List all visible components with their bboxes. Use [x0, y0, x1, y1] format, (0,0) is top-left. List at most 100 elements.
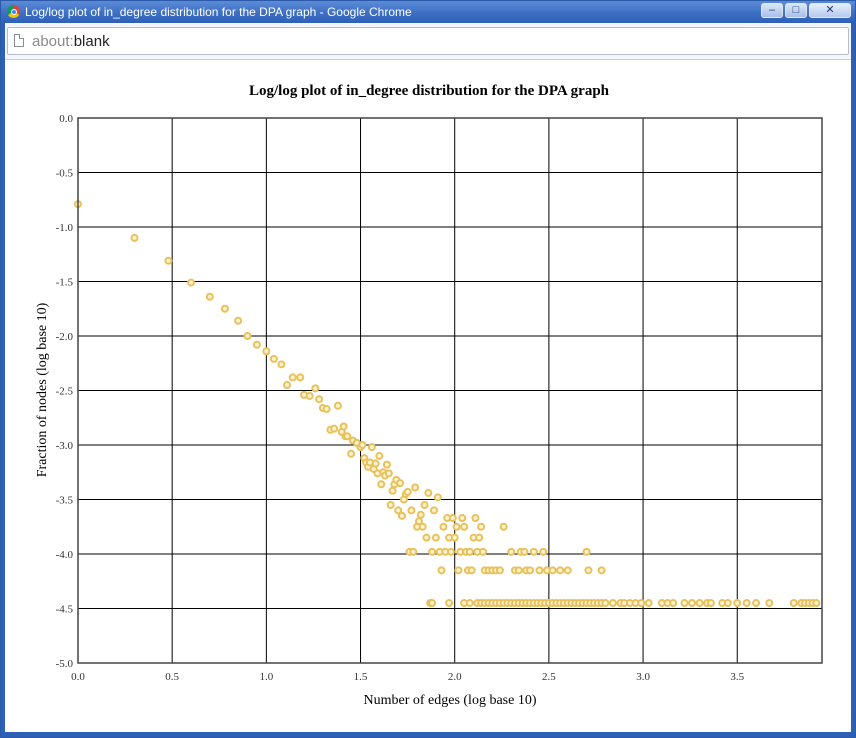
data-point	[367, 443, 376, 452]
data-point	[563, 566, 572, 575]
data-point	[234, 316, 243, 325]
address-bar[interactable]: about:blank	[7, 27, 849, 55]
data-point	[742, 599, 751, 608]
data-point	[706, 599, 715, 608]
data-point	[465, 547, 474, 556]
data-point	[644, 599, 653, 608]
data-point	[262, 347, 271, 356]
page-viewport: Log/log plot of in_degree distribution f…	[5, 60, 851, 732]
data-point	[765, 599, 774, 608]
data-point	[283, 381, 292, 390]
data-point	[311, 384, 320, 393]
data-point	[582, 547, 591, 556]
address-path: blank	[73, 33, 110, 50]
data-point	[377, 480, 386, 489]
y-tick-label: -3.5	[56, 495, 74, 507]
data-point	[526, 566, 535, 575]
x-tick-label: 2.5	[542, 671, 556, 683]
data-point	[450, 533, 459, 542]
x-tick-label: 2.0	[448, 671, 462, 683]
data-point	[478, 547, 487, 556]
data-point	[187, 278, 196, 287]
data-point	[752, 599, 761, 608]
data-point	[433, 493, 442, 502]
data-point	[388, 486, 397, 495]
scatter-chart: Log/log plot of in_degree distribution f…	[35, 83, 823, 708]
y-tick-label: -4.5	[56, 604, 74, 616]
data-point	[428, 547, 437, 556]
data-point	[789, 599, 798, 608]
data-point	[424, 488, 433, 497]
data-point	[384, 469, 393, 478]
y-tick-label: -5.0	[56, 658, 74, 670]
chrome-icon	[7, 5, 20, 18]
x-tick-label: 0.0	[71, 671, 85, 683]
data-point	[507, 547, 516, 556]
browser-toolbar: about:blank	[5, 23, 851, 60]
data-point	[371, 459, 380, 468]
data-point	[429, 506, 438, 515]
data-point	[252, 340, 261, 349]
data-point	[296, 373, 305, 382]
address-scheme: about:	[32, 33, 74, 50]
data-point	[471, 514, 480, 523]
data-point	[695, 599, 704, 608]
data-point	[465, 599, 474, 608]
data-point	[130, 233, 139, 242]
data-point	[347, 449, 356, 458]
data-point	[330, 424, 339, 433]
x-tick-label: 3.5	[730, 671, 744, 683]
window-title: Log/log plot of in_degree distribution f…	[25, 5, 412, 19]
data-point	[394, 506, 403, 515]
maximize-button[interactable]: □	[785, 3, 807, 18]
data-point	[452, 522, 461, 531]
data-point	[431, 533, 440, 542]
data-point	[418, 522, 427, 531]
address-text[interactable]: about:blank	[32, 33, 110, 50]
data-point	[396, 479, 405, 488]
x-axis-ticks: 0.0 0.5 1.0 1.5 2.0 2.5 3.0 3.5	[71, 671, 744, 683]
y-tick-label: -4.0	[56, 549, 74, 561]
data-point	[439, 522, 448, 531]
data-point	[422, 533, 431, 542]
data-point	[539, 547, 548, 556]
data-point	[445, 599, 454, 608]
data-point	[414, 517, 423, 526]
y-axis-ticks: 0.0 -0.5 -1.0 -1.5 -2.0 -2.5 -3.0 -3.5 -4.0 -4.5 -…	[56, 113, 74, 670]
data-point	[409, 547, 418, 556]
data-point	[411, 483, 420, 492]
x-tick-label: 1.0	[259, 671, 273, 683]
data-point	[529, 547, 538, 556]
data-point	[448, 514, 457, 523]
data-point	[446, 547, 455, 556]
data-point	[499, 522, 508, 531]
y-tick-label: -2.0	[56, 331, 74, 343]
data-point	[437, 566, 446, 575]
data-point	[733, 599, 742, 608]
data-point	[495, 566, 504, 575]
data-point	[520, 547, 529, 556]
data-point	[220, 304, 229, 313]
y-axis-label: Fraction of nodes (log base 10)	[35, 302, 50, 477]
y-tick-label: 0.0	[59, 113, 73, 125]
minimize-button[interactable]: –	[761, 3, 783, 18]
data-point	[333, 401, 342, 410]
y-tick-label: -3.0	[56, 440, 74, 452]
data-points	[74, 200, 821, 608]
data-point	[477, 522, 486, 531]
data-point	[723, 599, 732, 608]
data-point	[548, 566, 557, 575]
data-point	[269, 354, 278, 363]
data-point	[420, 500, 429, 509]
close-button[interactable]: ✕	[809, 3, 851, 18]
x-tick-label: 1.5	[354, 671, 368, 683]
y-tick-label: -1.0	[56, 222, 74, 234]
data-point	[305, 391, 314, 400]
data-point	[205, 292, 214, 301]
title-bar[interactable]: Log/log plot of in_degree distribution f…	[1, 1, 855, 23]
data-point	[322, 405, 331, 414]
data-point	[315, 395, 324, 404]
data-point	[688, 599, 697, 608]
y-tick-label: -0.5	[56, 168, 74, 180]
